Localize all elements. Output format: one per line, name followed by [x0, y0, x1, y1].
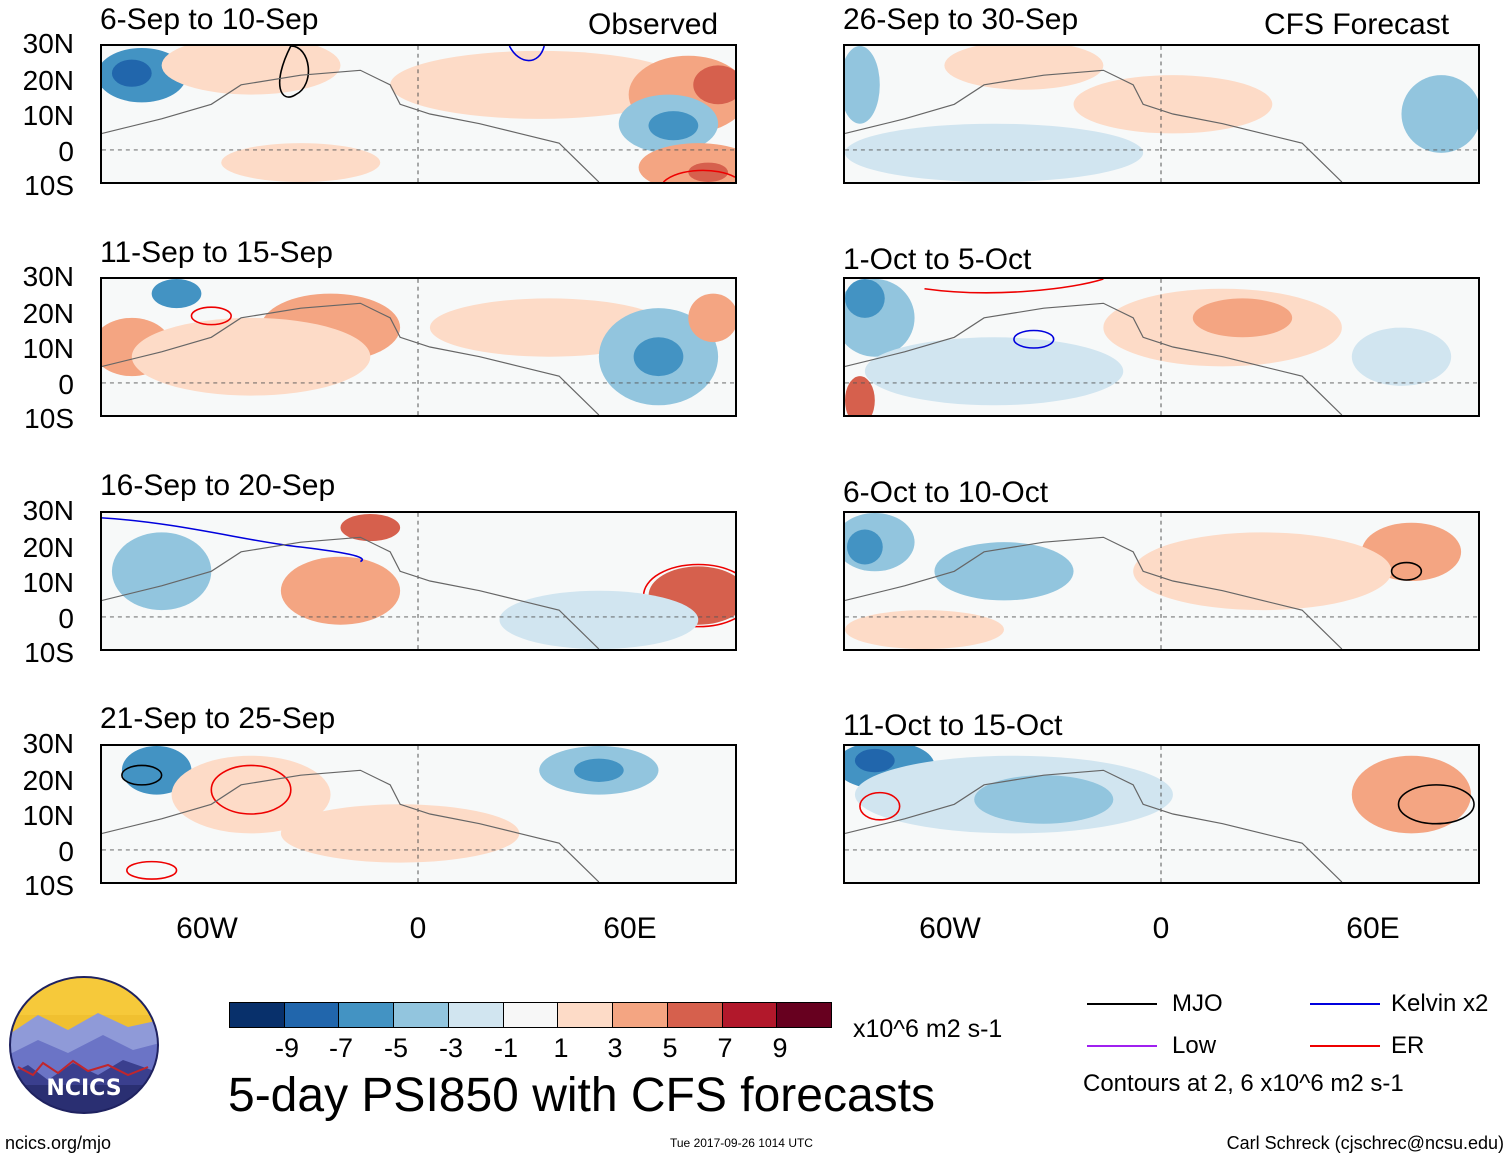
colorbar-swatch: [339, 1003, 395, 1027]
lat-label: 20N: [22, 765, 74, 796]
footer-url: ncics.org/mjo: [5, 1133, 112, 1153]
legend-swatch-low: [1087, 1045, 1157, 1047]
colorbar-swatch: [394, 1003, 449, 1027]
colorbar-tick: 1: [553, 1033, 569, 1063]
map-field: [845, 279, 1478, 415]
panel-title: 16-Sep to 20-Sep: [100, 469, 336, 502]
map-panel: [843, 277, 1480, 417]
lat-label: 10S: [24, 637, 74, 668]
lat-label: 30N: [22, 28, 74, 59]
colorbar-units: x10^6 m2 s-1: [853, 1015, 1003, 1043]
map-panel: [843, 744, 1480, 884]
map-panel: [100, 44, 737, 184]
lon-label: 60E: [603, 912, 657, 945]
lat-label: 0: [58, 603, 74, 634]
lat-label: 30N: [22, 261, 74, 292]
lat-label: 0: [58, 836, 74, 867]
colorbar-tick: 7: [717, 1033, 733, 1063]
lat-label: 10S: [24, 870, 74, 901]
legend-swatch-er: [1310, 1045, 1380, 1047]
map-field: [102, 46, 735, 182]
colorbar-swatch: [722, 1003, 778, 1027]
panel-title: 11-Oct to 15-Oct: [843, 709, 1063, 742]
map-field: [102, 279, 735, 415]
lon-label: 60W: [176, 912, 238, 945]
lon-label: 0: [1152, 912, 1170, 945]
legend-er: ER: [1391, 1032, 1425, 1059]
map-field: [845, 513, 1478, 649]
footer-timestamp: Tue 2017-09-26 1014 UTC: [670, 1136, 813, 1150]
colorbar-swatch: [284, 1003, 340, 1027]
legend-contours: Contours at 2, 6 x10^6 m2 s-1: [1083, 1070, 1404, 1097]
panel-title: 11-Sep to 15-Sep: [100, 236, 333, 269]
observed-label: Observed: [588, 8, 719, 41]
colorbar-tick: -5: [383, 1033, 408, 1063]
colorbar-tick: -9: [274, 1033, 299, 1063]
lat-label: 10S: [24, 170, 74, 201]
logo-text: NCICS: [46, 1076, 121, 1101]
panel-title: 1-Oct to 5-Oct: [843, 243, 1032, 276]
map-field: [845, 746, 1478, 882]
map-panel: [843, 511, 1480, 651]
map-field: [102, 513, 735, 649]
colorbar-swatch: [667, 1003, 723, 1027]
colorbar-tick: -7: [328, 1033, 353, 1063]
panel-title: 26-Sep to 30-Sep: [843, 3, 1079, 36]
lat-label: 10S: [24, 403, 74, 434]
lat-label: 30N: [22, 495, 74, 526]
lon-label: 60W: [919, 912, 981, 945]
map-panel: [100, 277, 737, 417]
lat-label: 30N: [22, 728, 74, 759]
legend-swatch-mjo: [1087, 1003, 1157, 1005]
main-title: 5-day PSI850 with CFS forecasts: [228, 1069, 935, 1122]
lon-label: 0: [409, 912, 427, 945]
lon-label: 60E: [1346, 912, 1400, 945]
panel-title: 6-Oct to 10-Oct: [843, 476, 1049, 509]
lat-label: 10N: [22, 567, 74, 598]
forecast-label: CFS Forecast: [1264, 8, 1450, 41]
colorbar-swatch: [503, 1003, 559, 1027]
colorbar-tick: 5: [662, 1033, 678, 1063]
map-panel: [100, 511, 737, 651]
lat-label: 0: [58, 369, 74, 400]
colorbar-tick: 3: [607, 1033, 623, 1063]
lat-label: 20N: [22, 532, 74, 563]
colorbar-tick: -3: [438, 1033, 463, 1063]
lat-label: 10N: [22, 800, 74, 831]
legend-low: Low: [1172, 1032, 1217, 1059]
panel-title: 21-Sep to 25-Sep: [100, 702, 336, 735]
legend-kelvin: Kelvin x2: [1391, 990, 1489, 1017]
colorbar-tick: -1: [493, 1033, 518, 1063]
map-panel: [843, 44, 1480, 184]
legend-swatch-kelvin: [1310, 1003, 1380, 1005]
map-field: [102, 746, 735, 882]
lat-label: 10N: [22, 333, 74, 364]
map-field: [845, 46, 1478, 182]
colorbar-swatch: [613, 1003, 668, 1027]
lat-label: 20N: [22, 65, 74, 96]
map-panel: [100, 744, 737, 884]
footer-author: Carl Schreck (cjschrec@ncsu.edu): [1226, 1133, 1504, 1153]
colorbar: [229, 1002, 832, 1028]
colorbar-swatch: [448, 1003, 504, 1027]
colorbar-swatch: [558, 1003, 614, 1027]
panel-title: 6-Sep to 10-Sep: [100, 3, 319, 36]
lat-label: 10N: [22, 100, 74, 131]
lat-label: 0: [58, 136, 74, 167]
lat-label: 20N: [22, 298, 74, 329]
legend-mjo: MJO: [1172, 990, 1223, 1017]
colorbar-swatch: [777, 1003, 832, 1027]
ncics-logo: NCICS: [9, 976, 159, 1114]
colorbar-swatch: [230, 1003, 285, 1027]
colorbar-tick: 9: [772, 1033, 788, 1063]
